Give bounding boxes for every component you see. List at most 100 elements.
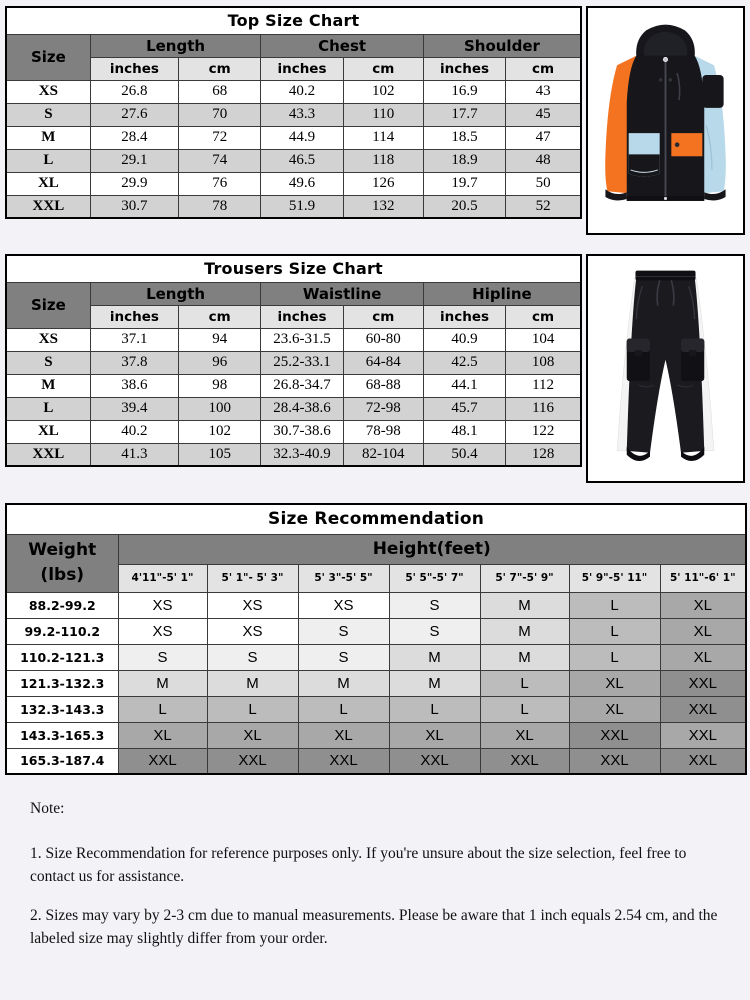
table-row: XS 37.1 94 23.6-31.5 60-80 40.9 104 — [5, 327, 582, 352]
table-row: S 37.8 96 25.2-33.1 64-84 42.5 108 — [5, 350, 582, 375]
table-row: 143.3-165.3 XL XL XL XL XL XXL XXL — [5, 721, 747, 749]
cell-value: 104 — [505, 327, 582, 352]
recommended-size: XS — [117, 591, 208, 619]
height-range-6: 5' 11"-6' 1" — [659, 563, 747, 593]
cell-value: 108 — [505, 350, 582, 375]
cell-value: 96 — [178, 350, 262, 375]
cell-value: 17.7 — [422, 102, 507, 127]
trousers-chart-group-hipline: Hipline — [422, 281, 582, 306]
cell-value: 43.3 — [260, 102, 344, 127]
cell-value: 102 — [342, 79, 424, 104]
size-label: M — [5, 125, 91, 150]
recommended-size: XL — [568, 695, 661, 723]
trousers-chart-unit-2: inches — [260, 304, 344, 329]
height-range-0: 4'11"-5' 1" — [117, 563, 208, 593]
cell-value: 128 — [505, 442, 582, 467]
recommended-size: XL — [659, 617, 747, 645]
cell-value: 25.2-33.1 — [260, 350, 344, 375]
cell-value: 105 — [178, 442, 262, 467]
weight-header-line2: (lbs) — [40, 565, 85, 585]
weight-range: 132.3-143.3 — [5, 695, 119, 723]
table-row: M 28.4 72 44.9 114 18.5 47 — [5, 125, 582, 150]
recommended-size: XL — [206, 721, 299, 749]
cell-value: 39.4 — [89, 396, 180, 421]
trousers-chart-title: Trousers Size Chart — [5, 254, 582, 283]
trousers-chart-unit-3: cm — [342, 304, 424, 329]
recommended-size: XS — [117, 617, 208, 645]
note-item-1: 1. Size Recommendation for reference pur… — [30, 844, 687, 885]
notes-section: Note: 1. Size Recommendation for referen… — [30, 798, 730, 967]
table-header-row-height-ranges: 4'11"-5' 1" 5' 1"- 5' 3" 5' 3"-5' 5" 5' … — [6, 563, 747, 593]
top-chart-unit-5: cm — [505, 56, 582, 81]
cell-value: 82-104 — [342, 442, 424, 467]
recommended-size: S — [117, 643, 208, 671]
cell-value: 48 — [505, 148, 582, 173]
top-chart-unit-4: inches — [422, 56, 507, 81]
cell-value: 49.6 — [260, 171, 344, 196]
table-row: XS 26.8 68 40.2 102 16.9 43 — [5, 79, 582, 104]
table-title-row: Size Recommendation — [5, 503, 747, 535]
cell-value: 20.5 — [422, 194, 507, 219]
table-header-row-units: inches cm inches cm inches cm — [6, 56, 582, 81]
table-header-row-height: Weight (lbs) Height(feet) — [5, 533, 747, 593]
weight-header-line1: Weight — [28, 540, 97, 561]
recommended-size: S — [297, 643, 390, 671]
cell-value: 44.1 — [422, 373, 507, 398]
cell-value: 44.9 — [260, 125, 344, 150]
cell-value: 32.3-40.9 — [260, 442, 344, 467]
size-label: XL — [5, 419, 91, 444]
recommended-size: XL — [479, 721, 570, 749]
table-row: L 29.1 74 46.5 118 18.9 48 — [5, 148, 582, 173]
table-row: XXL 41.3 105 32.3-40.9 82-104 50.4 128 — [5, 442, 582, 467]
cell-value: 45.7 — [422, 396, 507, 421]
top-chart-unit-2: inches — [260, 56, 344, 81]
recommended-size: M — [479, 643, 570, 671]
cell-value: 126 — [342, 171, 424, 196]
recommended-size: L — [479, 669, 570, 697]
recommended-size: M — [388, 643, 481, 671]
recommended-size: L — [388, 695, 481, 723]
recommended-size: M — [117, 669, 208, 697]
cell-value: 70 — [178, 102, 262, 127]
top-chart-size-header: Size — [5, 33, 91, 81]
cell-value: 46.5 — [260, 148, 344, 173]
cell-value: 50 — [505, 171, 582, 196]
top-chart-group-length: Length — [89, 33, 262, 58]
recommended-size: XL — [659, 591, 747, 619]
size-label: XS — [5, 79, 91, 104]
ski-trousers-photo — [588, 257, 743, 480]
cell-value: 116 — [505, 396, 582, 421]
top-chart-unit-1: cm — [178, 56, 262, 81]
weight-range: 121.3-132.3 — [5, 669, 119, 697]
recommended-size: XL — [568, 669, 661, 697]
recommended-size: XXL — [206, 747, 299, 775]
height-range-4: 5' 7"-5' 9" — [479, 563, 570, 593]
table-row: XXL 30.7 78 51.9 132 20.5 52 — [5, 194, 582, 219]
cell-value: 64-84 — [342, 350, 424, 375]
cell-value: 23.6-31.5 — [260, 327, 344, 352]
table-row: S 27.6 70 43.3 110 17.7 45 — [5, 102, 582, 127]
size-recommendation-table: Size Recommendation Weight (lbs) Height(… — [5, 503, 748, 775]
recommended-size: XXL — [388, 747, 481, 775]
recommended-size: L — [206, 695, 299, 723]
cell-value: 68-88 — [342, 373, 424, 398]
size-label: M — [5, 373, 91, 398]
weight-range: 143.3-165.3 — [5, 721, 119, 749]
table-row: 121.3-132.3 M M M M L XL XXL — [5, 669, 747, 697]
trousers-chart-unit-0: inches — [89, 304, 180, 329]
recommended-size: L — [568, 617, 661, 645]
cell-value: 114 — [342, 125, 424, 150]
cell-value: 45 — [505, 102, 582, 127]
cell-value: 72 — [178, 125, 262, 150]
cell-value: 41.3 — [89, 442, 180, 467]
height-range-3: 5' 5"-5' 7" — [388, 563, 481, 593]
recommended-size: L — [568, 591, 661, 619]
cell-value: 40.2 — [260, 79, 344, 104]
recommended-size: XS — [206, 617, 299, 645]
recommended-size: L — [117, 695, 208, 723]
cell-value: 118 — [342, 148, 424, 173]
table-header-row-units: inches cm inches cm inches cm — [6, 304, 582, 329]
cell-value: 19.7 — [422, 171, 507, 196]
recommendation-title: Size Recommendation — [5, 503, 747, 535]
height-header: Height(feet) — [117, 533, 747, 565]
